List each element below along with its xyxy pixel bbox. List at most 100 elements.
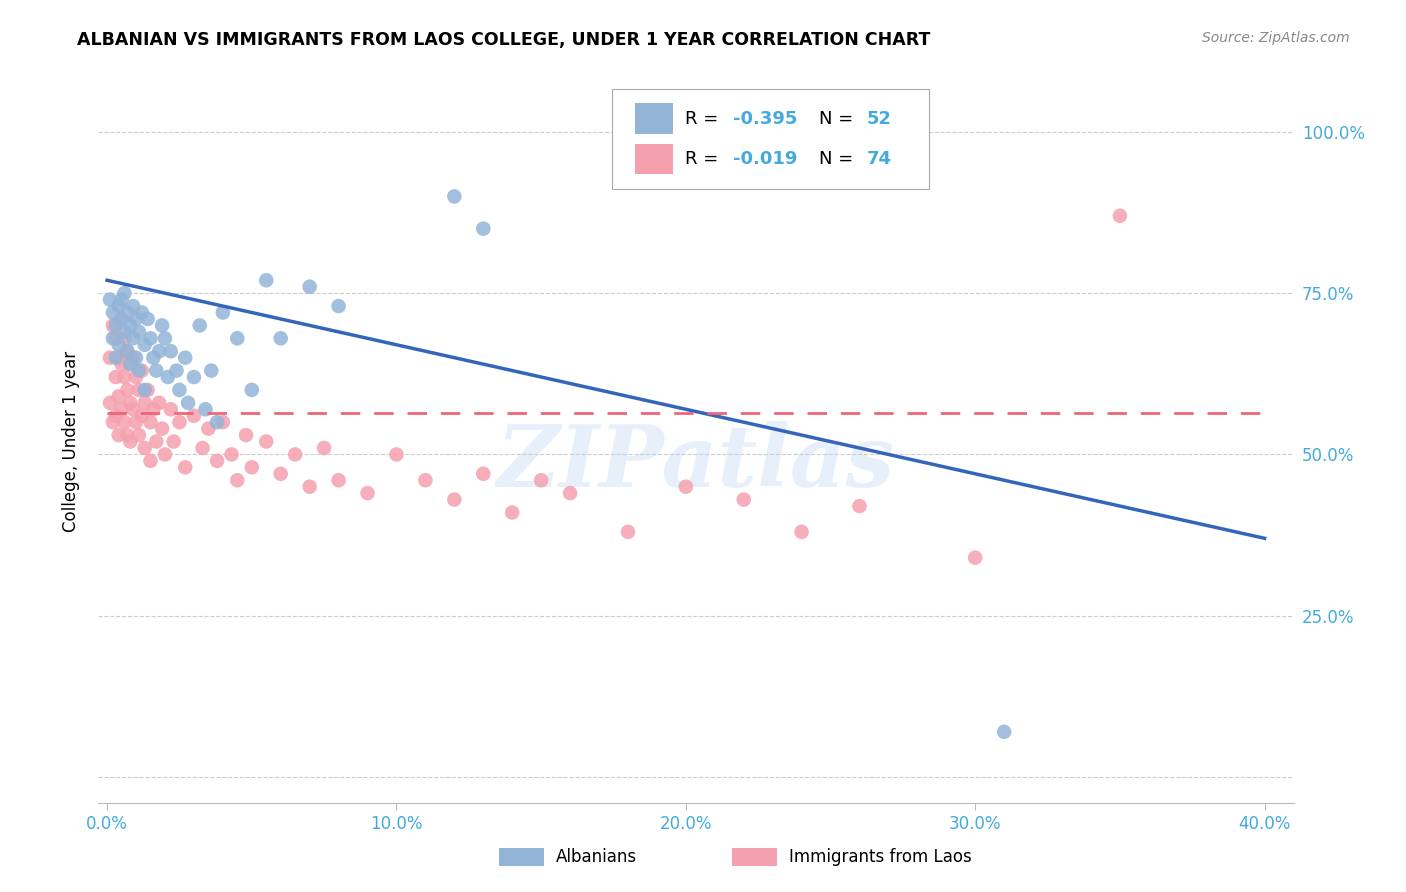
Point [443, 492, 465, 507]
Point [205, 415, 228, 429]
Point [183, 409, 205, 423]
Point [150, 422, 173, 436]
Text: -0.019: -0.019 [733, 150, 797, 168]
Point [1109, 209, 1132, 223]
Point [120, 357, 142, 371]
Point [104, 370, 127, 384]
Point [211, 305, 233, 319]
Point [194, 402, 217, 417]
Point [114, 286, 136, 301]
Point [153, 331, 176, 345]
Point [131, 305, 153, 319]
Point [221, 447, 243, 461]
Text: Immigrants from Laos: Immigrants from Laos [789, 848, 972, 866]
Point [110, 312, 132, 326]
Text: ALBANIAN VS IMMIGRANTS FROM LAOS COLLEGE, UNDER 1 YEAR CORRELATION CHART: ALBANIAN VS IMMIGRANTS FROM LAOS COLLEGE… [77, 31, 931, 49]
Point [501, 506, 523, 520]
Point [104, 409, 127, 423]
Point [284, 447, 307, 461]
Point [134, 441, 156, 455]
Point [131, 409, 153, 423]
Point [134, 338, 156, 352]
Point [530, 473, 553, 487]
Text: -0.395: -0.395 [733, 110, 797, 128]
Point [117, 305, 139, 319]
Point [254, 273, 277, 287]
Text: 74: 74 [868, 150, 891, 168]
Point [270, 467, 292, 481]
Point [174, 351, 197, 365]
Point [128, 383, 150, 397]
Point [314, 441, 336, 455]
Point [104, 331, 127, 345]
Point [104, 351, 127, 365]
Point [101, 415, 124, 429]
Point [110, 402, 132, 417]
Text: 52: 52 [868, 110, 891, 128]
Point [117, 344, 139, 359]
Point [136, 312, 159, 326]
Text: N =: N = [820, 150, 859, 168]
Point [122, 299, 145, 313]
Point [472, 467, 495, 481]
Point [298, 480, 321, 494]
FancyBboxPatch shape [733, 848, 778, 866]
Point [254, 434, 277, 449]
Point [107, 338, 129, 352]
Point [163, 434, 186, 449]
Text: R =: R = [685, 110, 724, 128]
Point [558, 486, 581, 500]
Point [159, 402, 181, 417]
Point [125, 370, 148, 384]
Point [110, 357, 132, 371]
Point [356, 486, 378, 500]
Point [183, 370, 205, 384]
Point [122, 351, 145, 365]
Point [101, 305, 124, 319]
Point [298, 279, 321, 293]
Point [153, 447, 176, 461]
Point [235, 428, 257, 442]
Point [114, 415, 136, 429]
Point [104, 318, 127, 333]
Point [328, 299, 350, 313]
Point [443, 189, 465, 203]
Point [240, 383, 263, 397]
Point [150, 318, 173, 333]
Text: N =: N = [820, 110, 859, 128]
Point [142, 402, 165, 417]
Point [139, 415, 162, 429]
Point [110, 312, 132, 326]
Point [101, 331, 124, 345]
Point [122, 402, 145, 417]
Point [145, 434, 167, 449]
Point [205, 454, 228, 468]
Point [114, 325, 136, 339]
Point [134, 383, 156, 397]
Point [211, 415, 233, 429]
Point [98, 396, 121, 410]
Point [117, 383, 139, 397]
Point [142, 351, 165, 365]
Point [120, 318, 142, 333]
Point [472, 221, 495, 235]
Point [122, 331, 145, 345]
Point [107, 299, 129, 313]
Point [993, 724, 1015, 739]
Text: ZIPatlas: ZIPatlas [496, 421, 896, 505]
Point [148, 344, 170, 359]
Point [117, 344, 139, 359]
Text: Albanians: Albanians [557, 848, 637, 866]
Point [120, 434, 142, 449]
Point [98, 351, 121, 365]
Point [136, 383, 159, 397]
Point [733, 492, 755, 507]
Point [114, 370, 136, 384]
Point [270, 331, 292, 345]
Point [110, 293, 132, 307]
Point [240, 460, 263, 475]
Point [790, 524, 813, 539]
Point [385, 447, 408, 461]
Point [131, 363, 153, 377]
FancyBboxPatch shape [636, 103, 673, 134]
